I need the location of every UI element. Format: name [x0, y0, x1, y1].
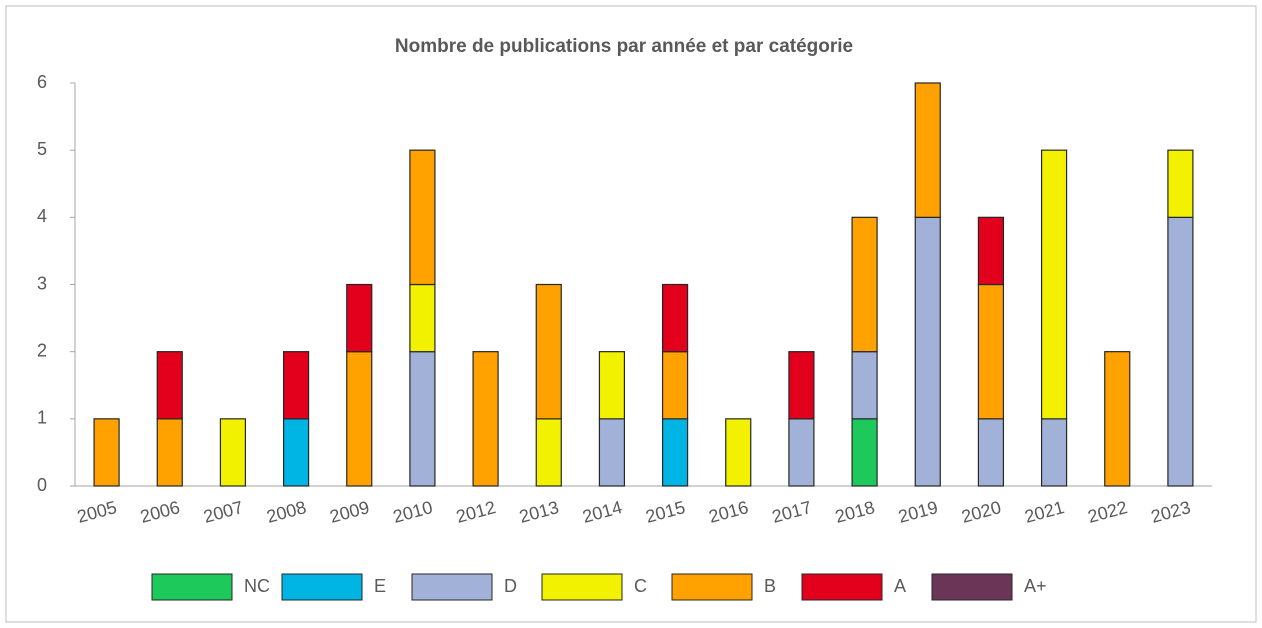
y-tick-label: 5 [37, 139, 47, 159]
bar-segment [1104, 351, 1131, 487]
legend-swatch [541, 573, 623, 601]
bar-segment [661, 283, 689, 353]
bar-segment [156, 351, 183, 420]
bar-segment [409, 351, 436, 487]
bar-segment [409, 283, 436, 353]
bar-segment [409, 149, 436, 286]
bar-segment [1040, 149, 1068, 420]
bar-segment [472, 351, 499, 487]
bar-segment [661, 351, 689, 420]
bar-segment [1040, 418, 1068, 487]
bar-segment [977, 216, 1005, 286]
bar-segment [282, 351, 310, 420]
legend-label: B [764, 576, 776, 596]
bar-segment [914, 216, 941, 487]
bar-segment [282, 418, 310, 487]
bar-segment [725, 418, 752, 487]
legend-label: D [504, 576, 517, 596]
bar-segment [788, 351, 815, 420]
y-tick-label: 4 [37, 206, 47, 226]
y-tick-label: 0 [37, 475, 47, 495]
bar-segment [598, 418, 626, 487]
legend-label: NC [244, 576, 270, 596]
bar-segment [851, 216, 878, 353]
bar-segment [788, 418, 815, 487]
bar-segment [661, 418, 689, 487]
bar-segment [977, 283, 1005, 420]
legend-label: C [634, 576, 647, 596]
legend-swatch [671, 573, 753, 601]
bar-segment [346, 283, 373, 353]
bar-segment [156, 418, 183, 487]
bar-segment [851, 351, 878, 420]
y-tick-label: 3 [37, 273, 47, 293]
bar-segment [598, 351, 626, 420]
legend-swatch [801, 573, 883, 601]
bar-segment [1167, 149, 1194, 218]
bar-segment [93, 418, 120, 487]
bar-segment [914, 82, 941, 218]
bar-segment [346, 351, 373, 487]
legend-label: E [374, 576, 386, 596]
legend-swatch [411, 573, 493, 601]
legend-swatch [151, 573, 233, 601]
bar-segment [535, 283, 562, 420]
frame [5, 5, 1257, 623]
legend-label: A+ [1024, 576, 1047, 596]
y-tick-label: 6 [37, 72, 47, 92]
bar-segment [1167, 216, 1194, 487]
chart-title: Nombre de publications par année et par … [395, 36, 853, 57]
bar-segment [977, 418, 1005, 487]
y-tick-label: 2 [37, 340, 47, 360]
bar-segment [219, 418, 247, 487]
y-tick-label: 1 [37, 408, 47, 428]
bar-segment [535, 418, 562, 487]
bar-segment [851, 418, 878, 487]
legend-swatch [281, 573, 363, 601]
legend-swatch [931, 573, 1013, 601]
legend-label: A [894, 576, 906, 596]
